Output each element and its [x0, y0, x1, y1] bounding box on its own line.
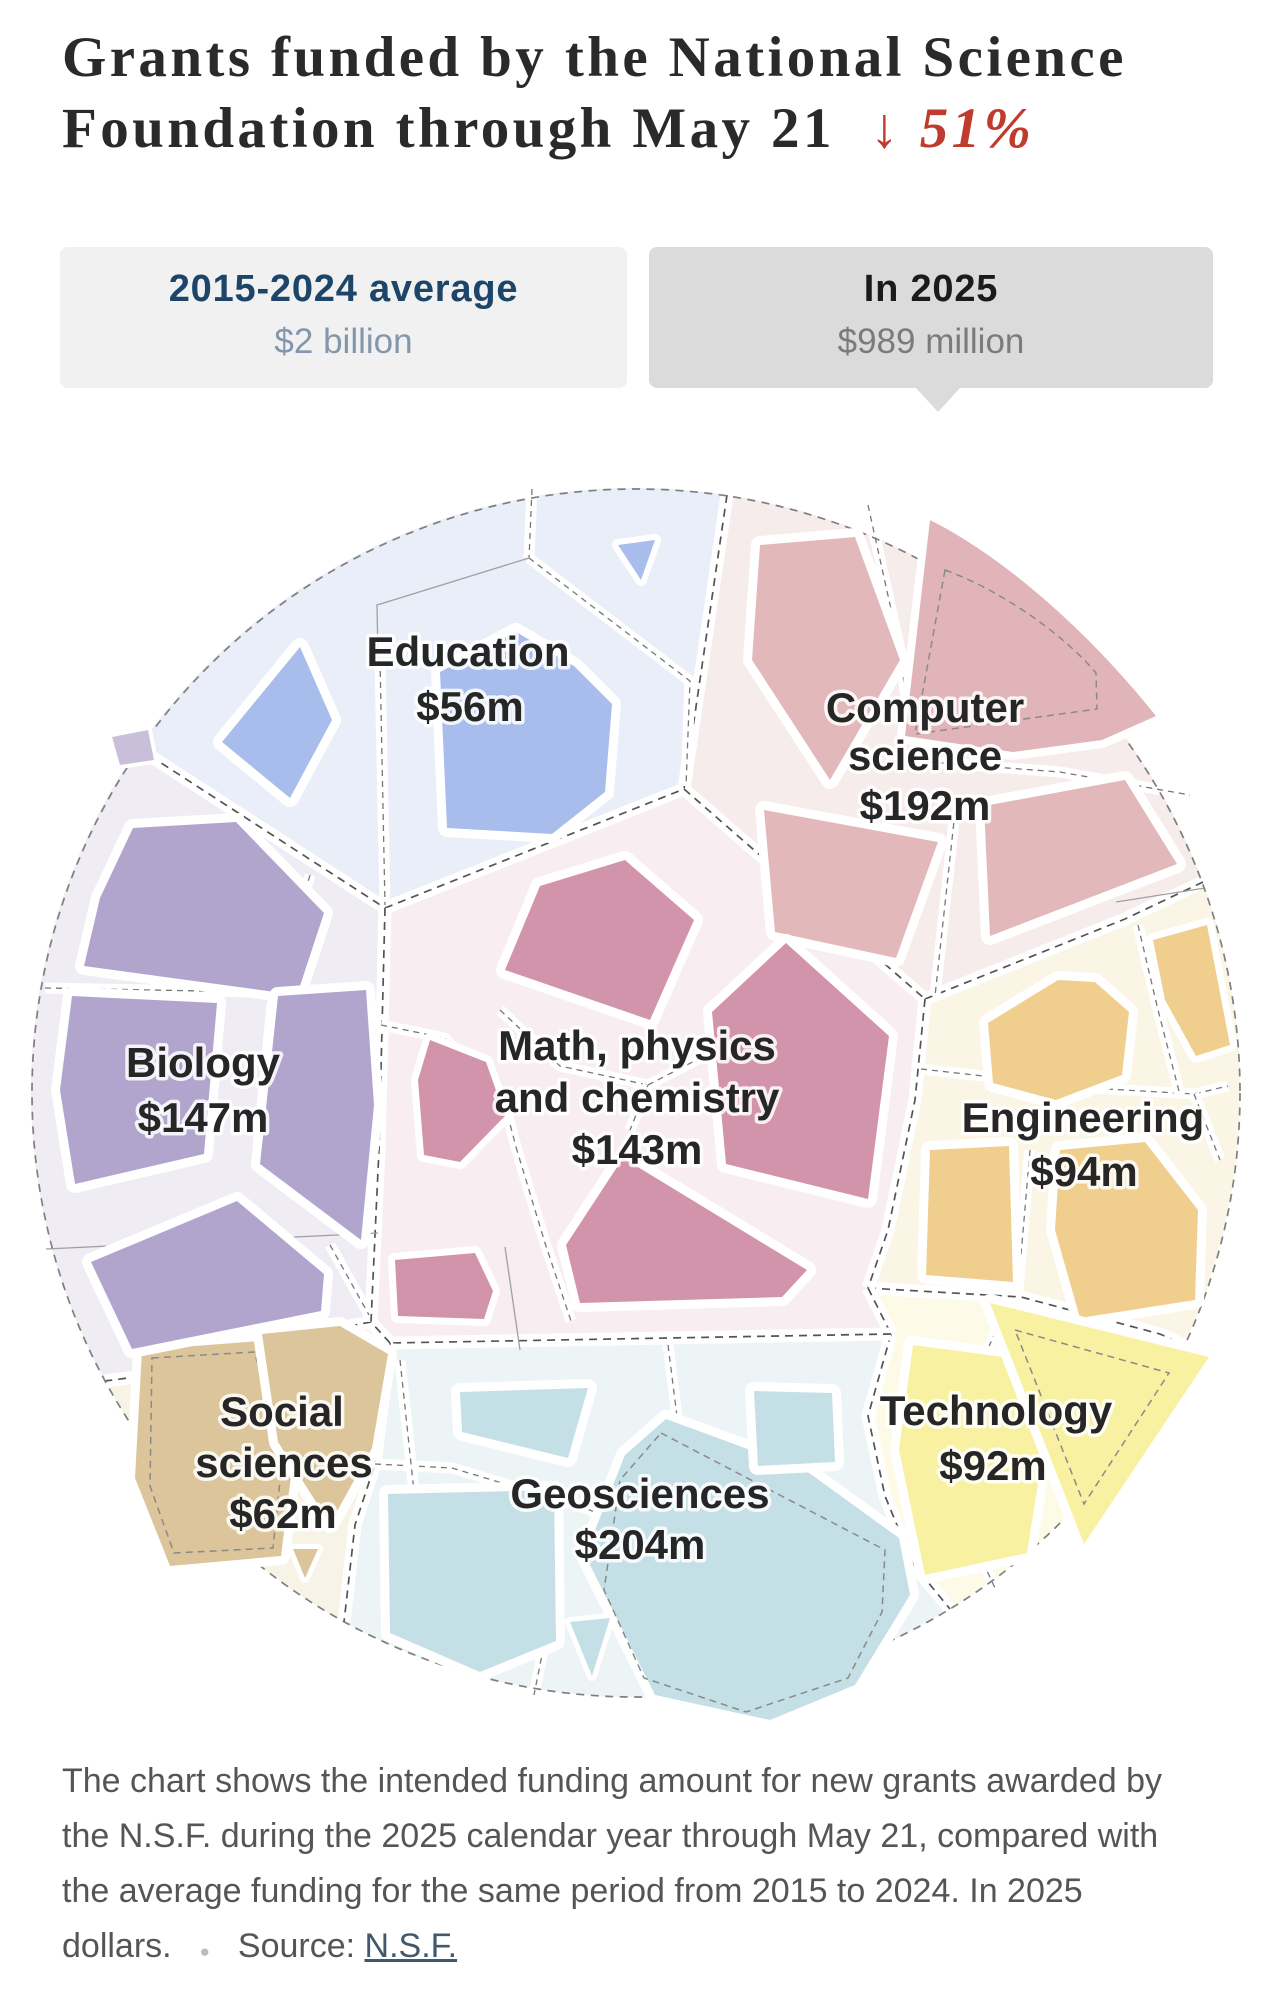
- svg-text:Education: Education: [366, 628, 569, 675]
- svg-text:$192m: $192m: [860, 782, 991, 829]
- svg-text:science: science: [848, 732, 1002, 779]
- svg-text:sciences: sciences: [195, 1439, 372, 1486]
- svg-text:Math, physics: Math, physics: [498, 1022, 776, 1069]
- svg-text:Social: Social: [220, 1388, 344, 1435]
- svg-text:and chemistry: and chemistry: [495, 1074, 780, 1121]
- svg-text:Engineering: Engineering: [962, 1094, 1205, 1141]
- svg-text:$204m: $204m: [575, 1521, 706, 1568]
- svg-text:Technology: Technology: [880, 1387, 1113, 1434]
- svg-text:$94m: $94m: [1030, 1148, 1137, 1195]
- svg-text:Computer: Computer: [826, 684, 1024, 731]
- svg-text:$62m: $62m: [229, 1490, 336, 1537]
- svg-text:$56m: $56m: [416, 683, 523, 730]
- svg-text:Biology: Biology: [126, 1039, 281, 1086]
- svg-text:$92m: $92m: [939, 1442, 1046, 1489]
- svg-text:Geosciences: Geosciences: [510, 1470, 769, 1517]
- svg-text:$143m: $143m: [572, 1126, 703, 1173]
- svg-text:$147m: $147m: [138, 1094, 269, 1141]
